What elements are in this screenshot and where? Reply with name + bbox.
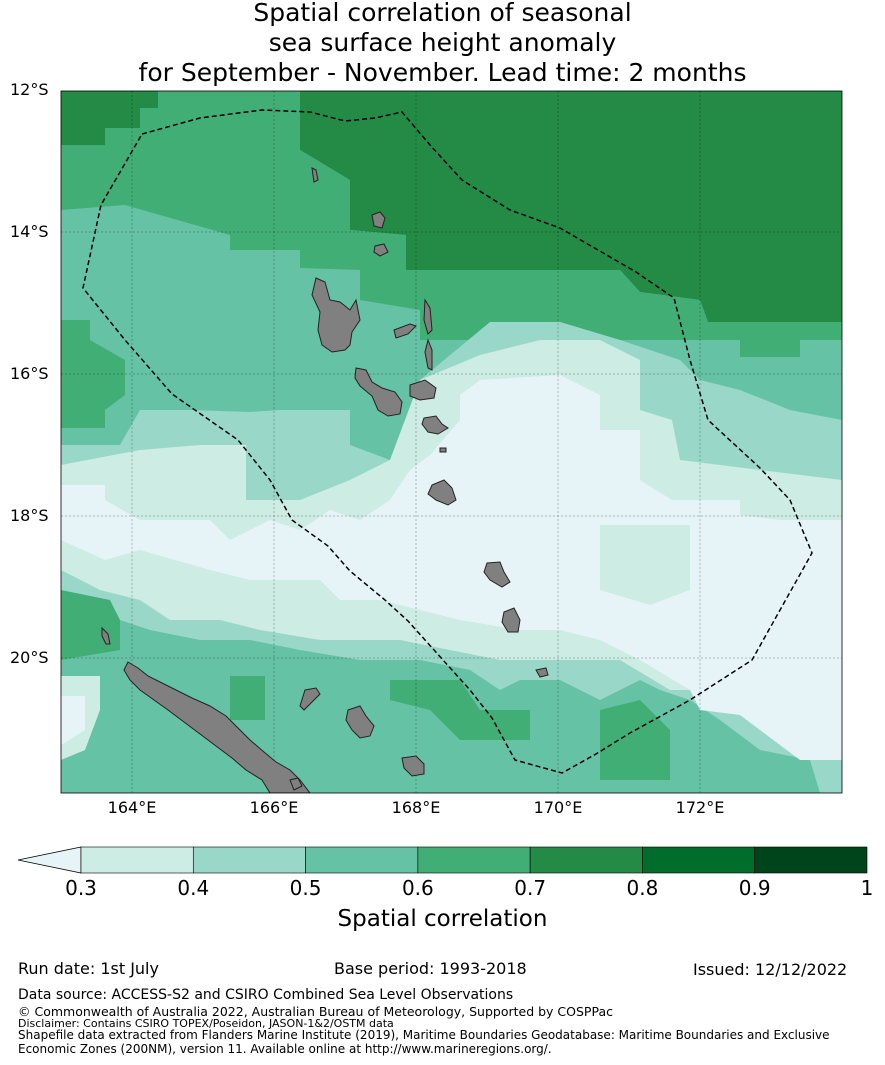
base-period: Base period: 1993-2018 bbox=[334, 959, 527, 978]
colorbar-tick-7: 1 bbox=[860, 876, 874, 900]
lat-tick-20s: 20°S bbox=[10, 648, 49, 667]
data-source: Data source: ACCESS-S2 and CSIRO Combine… bbox=[18, 987, 514, 1003]
land-masses bbox=[101, 167, 549, 793]
colorbar-label: Spatial correlation bbox=[337, 906, 548, 932]
colorbar-segment-6 bbox=[754, 846, 868, 874]
correlation-zone-0.7-0.8 bbox=[300, 91, 842, 322]
island-malekula bbox=[354, 367, 403, 417]
shapefile-credit-1: Shapefile data extracted from Flanders M… bbox=[18, 1028, 830, 1042]
correlation-zone-0.7-0.8-nw bbox=[61, 91, 158, 145]
shapefile-credit-2: Economic Zones (200NM), version 11. Avai… bbox=[18, 1042, 552, 1056]
correlation-zone-0.6-0.7-south2 bbox=[230, 676, 265, 720]
correlation-zone-below-0.3 bbox=[61, 375, 842, 760]
colorbar-tick-2: 0.5 bbox=[289, 876, 322, 900]
correlation-zone-0.6-0.7 bbox=[61, 91, 842, 357]
colorbar bbox=[17, 846, 868, 874]
island-banks-2 bbox=[373, 243, 389, 257]
colorbar-tick-0: 0.3 bbox=[65, 876, 97, 900]
correlation-zone-0.6-0.7-west bbox=[61, 320, 125, 428]
island-aneityum bbox=[535, 667, 549, 678]
eez-boundary bbox=[82, 109, 813, 774]
chart-title: Spatial correlation of seasonal sea surf… bbox=[0, 0, 885, 88]
island-ouvea bbox=[299, 687, 321, 711]
lon-tick-166e: 166°E bbox=[249, 798, 299, 817]
island-maewo bbox=[424, 338, 433, 371]
island-efate bbox=[427, 479, 457, 506]
colorbar-tick-1: 0.4 bbox=[177, 876, 210, 900]
island-banks-1 bbox=[371, 211, 386, 229]
island-belep bbox=[101, 626, 111, 645]
lon-tick-164e: 164°E bbox=[107, 798, 157, 817]
lon-tick-168e: 168°E bbox=[391, 798, 441, 817]
island-isle-of-pines bbox=[289, 777, 303, 791]
colorbar-segment-0 bbox=[80, 846, 194, 874]
colorbar-segment-5 bbox=[642, 846, 756, 874]
colorbar-segment-3 bbox=[417, 846, 531, 874]
map-frame bbox=[60, 90, 843, 794]
correlation-zone-0.3-0.4-mid bbox=[600, 525, 690, 605]
colorbar-segment-4 bbox=[529, 846, 643, 874]
lat-tick-14s: 14°S bbox=[10, 222, 49, 241]
run-date: Run date: 1st July bbox=[18, 959, 159, 978]
island-aoba bbox=[393, 323, 417, 339]
island-ambrym bbox=[409, 379, 437, 401]
colorbar-tick-6: 0.9 bbox=[738, 876, 771, 900]
title-line-1: Spatial correlation of seasonal bbox=[253, 0, 632, 27]
colorbar-tick-5: 0.8 bbox=[626, 876, 659, 900]
colorbar-segment-2 bbox=[305, 846, 419, 874]
title-line-2: sea surface height anomaly bbox=[268, 28, 617, 57]
lat-tick-12s: 12°S bbox=[10, 80, 49, 99]
island-new-caledonia bbox=[123, 661, 311, 793]
issued-date: Issued: 12/12/2022 bbox=[693, 960, 848, 979]
colorbar-tick-4: 0.7 bbox=[514, 876, 547, 900]
disclaimer: Disclaimer: Contains CSIRO TOPEX/Poseido… bbox=[18, 1017, 394, 1030]
title-line-3: for September - November. Lead time: 2 m… bbox=[138, 58, 747, 87]
island-shepherds bbox=[439, 447, 447, 453]
lon-tick-172e: 172°E bbox=[675, 798, 725, 817]
lat-tick-18s: 18°S bbox=[10, 506, 49, 525]
copyright: © Commonwealth of Australia 2022, Austra… bbox=[18, 1004, 613, 1019]
island-erromango bbox=[483, 561, 511, 588]
lon-tick-170e: 170°E bbox=[533, 798, 583, 817]
island-pentecost bbox=[423, 298, 433, 335]
island-mare bbox=[401, 755, 425, 777]
colorbar-tick-3: 0.6 bbox=[401, 876, 434, 900]
island-tanna bbox=[501, 607, 521, 633]
lat-tick-16s: 16°S bbox=[10, 364, 49, 383]
correlation-zone-below-0.3-sw bbox=[61, 696, 85, 745]
island-lifou bbox=[345, 705, 375, 739]
island-espiritu-santo bbox=[311, 277, 361, 353]
colorbar-segment-1 bbox=[192, 846, 306, 874]
island-epi bbox=[421, 415, 449, 435]
island-torres bbox=[311, 167, 319, 183]
colorbar-extend-below bbox=[17, 846, 82, 874]
